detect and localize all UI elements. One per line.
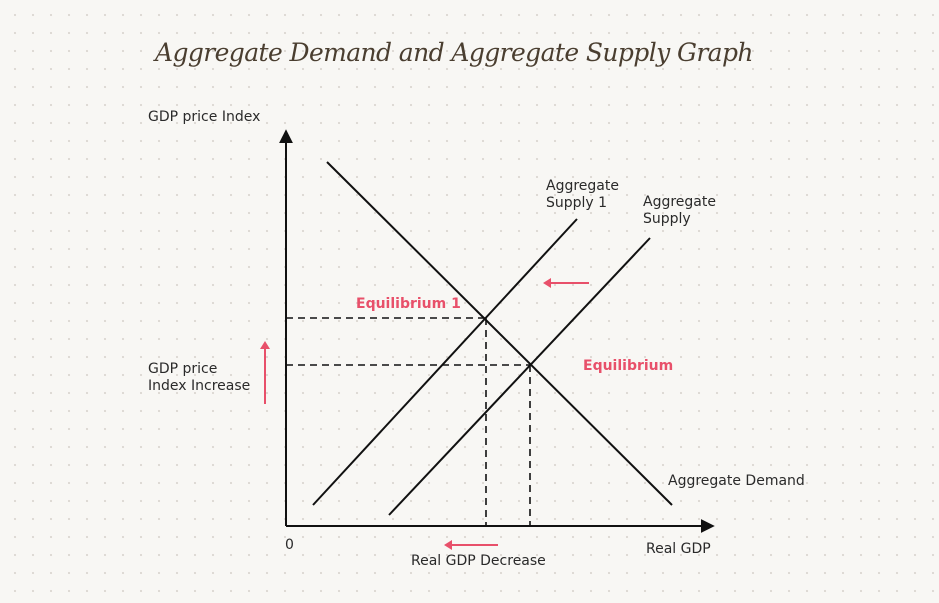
aggregate-supply-1-label-line2: Supply 1 — [546, 195, 608, 211]
equilibrium-label: Equilibrium — [583, 358, 674, 374]
aggregate-supply-1-curve — [312, 218, 578, 506]
equilibrium-1-label: Equilibrium 1 — [356, 296, 461, 312]
aggregate-supply-1-label: Aggregate Supply 1 — [546, 178, 619, 212]
aggregate-supply-label-line2: Supply — [643, 211, 691, 227]
aggregate-supply-1-label-line1: Aggregate — [546, 178, 619, 194]
aggregate-supply-label: Aggregate Supply — [643, 194, 716, 228]
price-increase-label-line1: GDP price — [148, 361, 218, 377]
aggregate-demand-label: Aggregate Demand — [668, 473, 805, 489]
gdp-decrease-label: Real GDP Decrease — [411, 553, 546, 569]
chart-title: Aggregate Demand and Aggregate Supply Gr… — [155, 38, 754, 67]
price-increase-label: GDP price Index Increase — [148, 361, 250, 395]
price-increase-arrow-icon — [260, 341, 270, 404]
aggregate-supply-label-line1: Aggregate — [643, 194, 716, 210]
price-increase-label-line2: Index Increase — [148, 378, 251, 394]
x-axis-label: Real GDP — [646, 541, 711, 557]
supply-shift-arrow-icon — [543, 278, 589, 288]
aggregate-supply-curve — [388, 237, 651, 516]
y-axis-label: GDP price Index — [148, 109, 261, 125]
origin-label: 0 — [285, 537, 294, 553]
aggregate-demand-curve — [326, 161, 673, 506]
gdp-decrease-arrow-icon — [444, 540, 498, 550]
